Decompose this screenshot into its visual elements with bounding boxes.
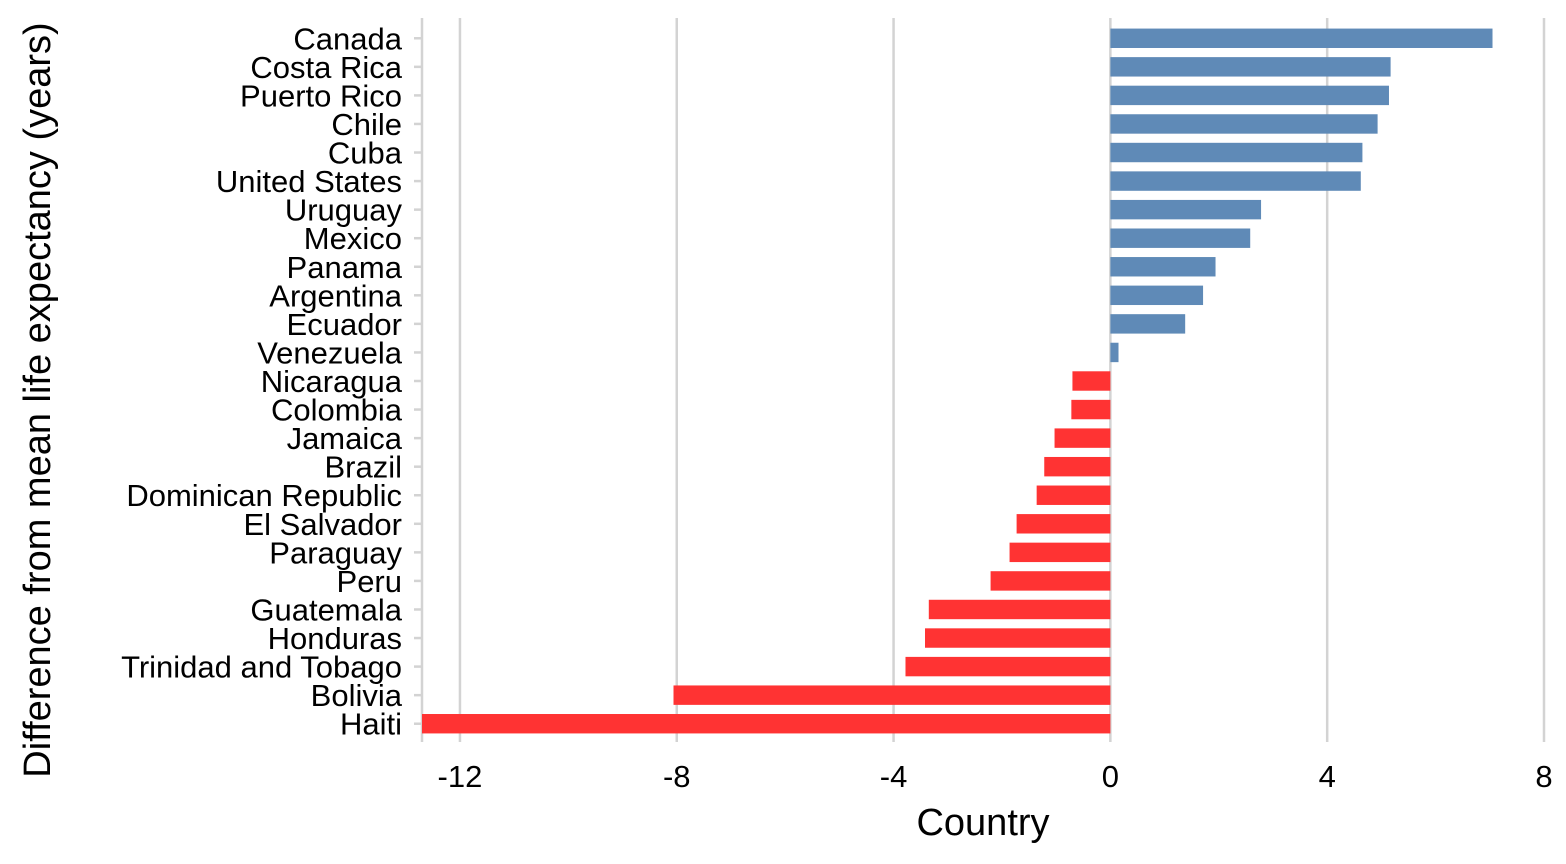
bar: [1016, 514, 1111, 534]
category-label: Chile: [331, 107, 402, 142]
category-label: Costa Rica: [250, 50, 402, 85]
gridlines: [420, 18, 1546, 742]
bar: [1110, 114, 1378, 134]
y-axis-title: Difference from mean life expectancy (ye…: [17, 22, 59, 777]
bar: [1054, 428, 1111, 448]
category-label: Honduras: [268, 621, 402, 656]
x-axis-title: Country: [916, 802, 1049, 844]
category-label: Uruguay: [285, 193, 403, 228]
category-label: Nicaragua: [261, 364, 403, 399]
x-tick-label: -12: [438, 759, 483, 794]
category-label: Trinidad and Tobago: [121, 650, 402, 685]
bar: [990, 571, 1111, 591]
x-tick-label: 8: [1535, 759, 1552, 794]
bar: [1071, 399, 1111, 420]
bar: [1110, 228, 1251, 248]
bar: [1110, 257, 1216, 277]
category-label: Dominican Republic: [126, 478, 402, 513]
category-label: Paraguay: [269, 535, 402, 570]
category-label: Guatemala: [250, 592, 402, 627]
bars: [422, 28, 1493, 734]
category-label: United States: [216, 164, 402, 199]
bar: [1110, 142, 1363, 163]
bar: [1110, 199, 1262, 220]
category-label: Jamaica: [287, 421, 403, 456]
category-label: Ecuador: [287, 307, 402, 342]
category-label: Colombia: [271, 393, 403, 428]
bar: [422, 714, 1111, 734]
category-label: Brazil: [324, 450, 402, 485]
bar: [1036, 485, 1111, 505]
category-label: Panama: [287, 250, 403, 285]
category-label: Bolivia: [311, 678, 403, 713]
bar: [928, 599, 1111, 620]
x-tick-label: -8: [663, 759, 691, 794]
x-tick-label: 4: [1319, 759, 1336, 794]
bar: [1110, 342, 1119, 363]
bar: [1110, 28, 1493, 48]
bar: [673, 685, 1111, 705]
category-label: Haiti: [340, 707, 402, 742]
category-label: El Salvador: [243, 507, 402, 542]
y-ticks: [414, 37, 422, 725]
bar: [905, 656, 1111, 677]
bar: [1009, 542, 1111, 563]
bar: [1110, 171, 1361, 191]
bar: [1110, 85, 1389, 106]
bar: [1110, 57, 1391, 77]
category-label: Argentina: [269, 278, 402, 313]
category-label: Cuba: [328, 136, 403, 171]
bar: [1110, 314, 1186, 334]
category-label: Puerto Rico: [240, 78, 402, 113]
bar: [1044, 456, 1111, 477]
bar: [1072, 371, 1111, 391]
x-tick-label: -4: [880, 759, 908, 794]
x-tick-labels: -12 -8 -4 0 4 8: [438, 759, 1553, 794]
category-label: Canada: [293, 21, 402, 56]
category-label: Venezuela: [257, 335, 403, 370]
x-tick-label: 0: [1102, 759, 1119, 794]
bar: [1110, 285, 1204, 306]
bar: [925, 628, 1111, 648]
category-label: Mexico: [304, 221, 402, 256]
category-label: Peru: [337, 564, 402, 599]
